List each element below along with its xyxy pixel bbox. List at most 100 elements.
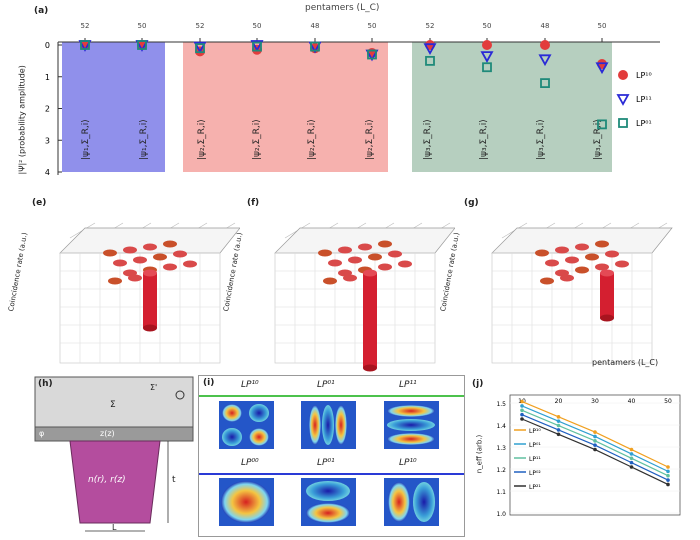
- y-tick-label: 0: [45, 41, 50, 50]
- panel-j-ylabel: n_eff (arb.): [475, 434, 484, 474]
- y-tick-label: 1.0: [496, 511, 506, 518]
- series-point: [666, 482, 670, 487]
- marker-lp10: [540, 40, 550, 50]
- state-label: |ψ₃,Σ_R,i⟩: [593, 119, 603, 160]
- series-point: [629, 460, 634, 465]
- series-point: [593, 434, 597, 439]
- series-point: [593, 447, 597, 452]
- panel-j-chart: 1.51.41.31.21.11.01020304050LP¹⁰LP⁰¹LP¹¹…: [496, 394, 681, 518]
- top-tick-label: 52: [196, 22, 205, 30]
- legend-label: LP⁰¹: [529, 442, 541, 449]
- marker-lp11: [250, 40, 264, 52]
- mode-lobe: [388, 482, 410, 522]
- x-tick-label: 30: [591, 398, 599, 405]
- small-bar: [163, 263, 177, 271]
- state-label: |ψ₁,Σ_R,i⟩: [139, 119, 149, 160]
- panel-h-top-left: Σ: [110, 400, 116, 410]
- small-bar: [348, 256, 362, 264]
- small-bar: [595, 240, 609, 248]
- small-bar: [343, 274, 357, 282]
- series-point: [666, 465, 670, 469]
- y-tick-label: 2: [45, 105, 50, 114]
- y-tick-label: 4: [45, 168, 50, 177]
- mode-lobe: [413, 482, 435, 522]
- panel-a-chart: 0 1 2 3 4 52 50 52 50 48 50 52 50 48 50 |ψ₁,Σ_R,i⟩ |ψ₁,Σ…: [45, 22, 660, 177]
- small-bar: [575, 266, 589, 274]
- mode-lobe: [221, 481, 271, 523]
- marker-lp01: [425, 55, 435, 66]
- x-tick-label: 50: [664, 398, 672, 405]
- y-tick-label: 3: [45, 136, 50, 145]
- mode-lobe: [387, 419, 435, 431]
- top-tick-label: 52: [426, 22, 435, 30]
- panel-e-3d-chart: [59, 222, 241, 364]
- state-label: |ψ₃,Σ_R,i⟩: [423, 119, 433, 160]
- panel-f-label: (f): [247, 198, 260, 208]
- mode-lobe: [306, 503, 350, 523]
- small-bar: [323, 277, 337, 285]
- top-tick-label: 50: [138, 22, 147, 30]
- series-point: [666, 478, 670, 482]
- small-bar: [535, 249, 549, 257]
- top-tick-label: 50: [598, 22, 607, 30]
- series-point: [629, 452, 634, 456]
- small-bar: [103, 249, 117, 257]
- small-bar: [108, 277, 122, 285]
- mode-lobe: [322, 405, 334, 445]
- marker-lp01: [540, 78, 550, 88]
- marker-lp11: [480, 51, 494, 63]
- panel-j-label: (j): [472, 379, 484, 389]
- legend-label: LP¹¹: [529, 456, 541, 463]
- x-tick-label: 20: [555, 398, 563, 405]
- tall-bar-top: [143, 269, 157, 277]
- series-point: [593, 430, 597, 434]
- y-axis-label: |Ψ|² (probability amplitude): [17, 65, 27, 175]
- panel-f-3d-chart: [274, 222, 456, 372]
- panel-h-label: (h): [38, 379, 53, 389]
- mode-lobe: [249, 428, 269, 446]
- tall-bar-bottom: [143, 324, 157, 332]
- mode-label-4: LP⁰⁰: [241, 458, 259, 468]
- panel-a: 0 1 2 3 4 52 50 52 50 48 50 52 50 48 50 |ψ₁,Σ_R,i⟩ |ψ₁,Σ…: [0, 0, 700, 200]
- mode-lobe: [249, 404, 269, 422]
- series-point: [556, 432, 561, 437]
- series-point: [666, 469, 670, 474]
- panel-g-xlabel: pentamers (L_C): [592, 358, 659, 367]
- mode-lobe: [387, 405, 435, 417]
- legend-label: LP⁰¹: [636, 119, 652, 128]
- state-label: |ψ₂,Σ_R,i⟩: [197, 119, 207, 160]
- state-label: |ψ₂,Σ_R,i⟩: [252, 119, 262, 160]
- small-bar: [540, 277, 554, 285]
- core-trapezoid: [69, 440, 161, 524]
- series-point: [629, 456, 634, 461]
- y-tick-label: 1.1: [496, 489, 506, 496]
- state-label: |ψ₂,Σ_R,i⟩: [365, 119, 375, 160]
- small-bar: [560, 274, 574, 282]
- series-point: [629, 465, 634, 469]
- marker-lp01: [367, 49, 377, 60]
- marker-lp01: [252, 41, 262, 52]
- series-point: [556, 428, 561, 432]
- marker-lp10: [137, 40, 147, 50]
- region-green: [412, 42, 612, 172]
- top-tick-label: 48: [541, 22, 550, 30]
- mode-lobe: [309, 405, 321, 445]
- small-bar: [575, 243, 589, 251]
- series-point: [593, 443, 597, 447]
- small-bar: [595, 263, 609, 271]
- panel-e-label: (e): [32, 198, 47, 208]
- small-bar: [173, 250, 187, 258]
- panel-h-core-label: n(r), r(z): [88, 475, 126, 485]
- small-bar: [328, 259, 342, 267]
- panel-h-mid-right: z(z): [100, 429, 115, 438]
- tall-bar-bottom: [600, 314, 614, 322]
- series-point: [556, 415, 561, 419]
- small-bar: [398, 260, 412, 268]
- small-bar: [128, 274, 142, 282]
- top-axis-label: pentamers (L_C): [305, 3, 380, 13]
- region-blue: [62, 42, 165, 172]
- marker-lp11: [193, 41, 207, 54]
- series-point: [556, 423, 561, 428]
- mode-label-6: LP¹⁰: [399, 458, 417, 468]
- mode-lobe: [222, 428, 242, 446]
